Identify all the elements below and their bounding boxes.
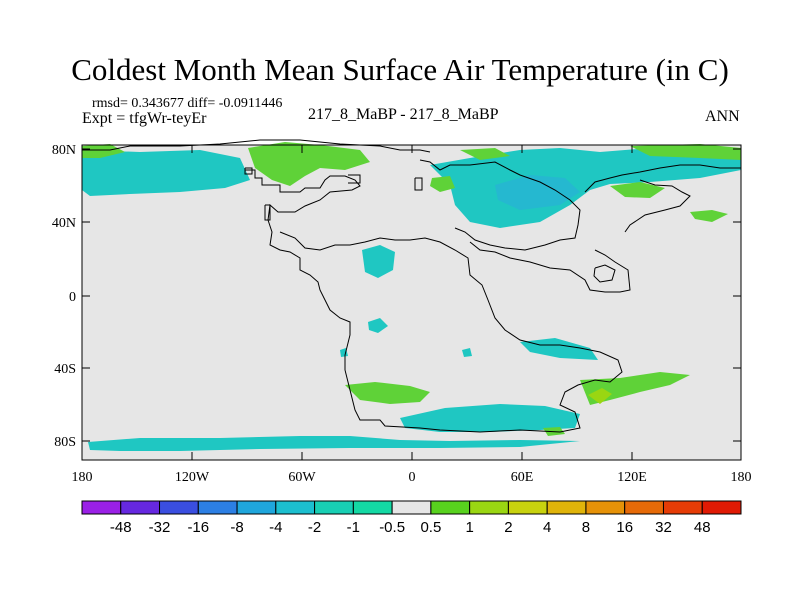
case-label: 217_8_MaBP - 217_8_MaBP	[308, 106, 499, 123]
anomaly-region	[495, 175, 580, 210]
anomaly-region	[430, 176, 455, 192]
map-background	[82, 145, 741, 460]
colorbar-label: -8	[230, 519, 243, 536]
colorbar-label: -32	[149, 519, 171, 536]
coastline	[419, 159, 581, 251]
coastline	[244, 167, 253, 175]
coastline	[348, 174, 361, 184]
lat-tick-label: 0	[69, 290, 76, 305]
colorbar-swatch	[197, 500, 238, 515]
lat-tick-label: 80N	[52, 143, 76, 158]
anomaly-region	[82, 150, 250, 196]
anomaly-region	[630, 144, 741, 160]
colorbar-swatch	[469, 500, 509, 515]
colorbar-swatch	[314, 500, 354, 515]
colorbar-swatch	[430, 500, 471, 515]
anomaly-region	[462, 348, 472, 357]
colorbar-label: 48	[694, 519, 711, 536]
lat-tick-label: 80S	[54, 435, 76, 450]
anomaly-region	[520, 338, 598, 360]
anomaly-region	[88, 436, 580, 451]
colorbar-swatch	[507, 500, 548, 515]
lon-tick-label: 60W	[288, 470, 316, 485]
colorbar-label: -16	[187, 519, 209, 536]
lon-tick-label: 0	[409, 470, 416, 485]
lon-axis	[81, 145, 742, 460]
colorbar-swatch	[585, 500, 626, 515]
colorbar-swatch	[546, 500, 587, 515]
coastlines	[81, 139, 741, 433]
anomaly-region	[248, 142, 370, 186]
colorbar-label: 2	[504, 519, 512, 536]
anomaly-region	[368, 318, 388, 333]
lon-tick-label: 180	[72, 470, 93, 485]
colorbar-label: 0.5	[420, 519, 441, 536]
anomaly-field	[82, 142, 741, 451]
coastline	[624, 179, 691, 233]
map-title: Coldest Month Mean Surface Air Temperatu…	[71, 52, 729, 87]
lat-tick-label: 40N	[52, 216, 76, 231]
lon-tick-label: 180	[731, 470, 752, 485]
anomaly-region	[460, 148, 510, 160]
anomaly-region	[362, 245, 395, 278]
anomaly-region	[588, 388, 612, 404]
colorbar-label: -48	[110, 519, 132, 536]
colorbar-label: 4	[543, 519, 551, 536]
experiment-label: Expt = tfgWr-teyEr	[82, 110, 207, 127]
lat-tick-label: 40S	[54, 362, 76, 377]
anomaly-region	[690, 210, 728, 222]
colorbar-swatch	[275, 500, 316, 515]
anomaly-region	[400, 404, 580, 432]
coastline	[264, 204, 271, 221]
colorbar-swatch	[701, 500, 742, 515]
colorbar-swatch	[120, 500, 161, 515]
colorbar-label: -2	[308, 519, 321, 536]
colorbar-swatch	[159, 500, 199, 515]
coastline	[584, 164, 741, 193]
coastline	[81, 139, 431, 153]
colorbar-label: 16	[616, 519, 633, 536]
lon-tick-label: 120W	[175, 470, 210, 485]
coastline	[469, 241, 631, 293]
lon-tick-label: 60E	[511, 470, 534, 485]
colorbar-swatch	[391, 500, 432, 515]
colorbar-swatch	[624, 500, 664, 515]
colorbar-label: 32	[655, 519, 672, 536]
lat-axis	[82, 148, 741, 442]
colorbar-swatch	[352, 500, 393, 515]
colorbar-swatch	[662, 500, 703, 515]
colorbar: -48 -32 -16 -8 -4 -2 -1 -0.5 0.5 1 2 4 8 16 32 48	[81, 500, 742, 536]
coastline	[414, 177, 423, 191]
colorbar-label: -0.5	[379, 519, 405, 536]
colorbar-label: -4	[269, 519, 282, 536]
colorbar-label: 8	[582, 519, 590, 536]
anomaly-region	[610, 182, 665, 198]
coastline	[593, 264, 616, 283]
anomaly-region	[82, 144, 125, 158]
anomaly-region	[345, 382, 430, 404]
stats-text: rmsd= 0.343677 diff= -0.0911446	[92, 96, 283, 111]
colorbar-label: 1	[465, 519, 473, 536]
colorbar-swatch	[81, 500, 122, 515]
colorbar-swatch	[236, 500, 277, 515]
season-label: ANN	[705, 108, 740, 125]
colorbar-label: -1	[347, 519, 360, 536]
lon-tick-label: 120E	[617, 470, 647, 485]
